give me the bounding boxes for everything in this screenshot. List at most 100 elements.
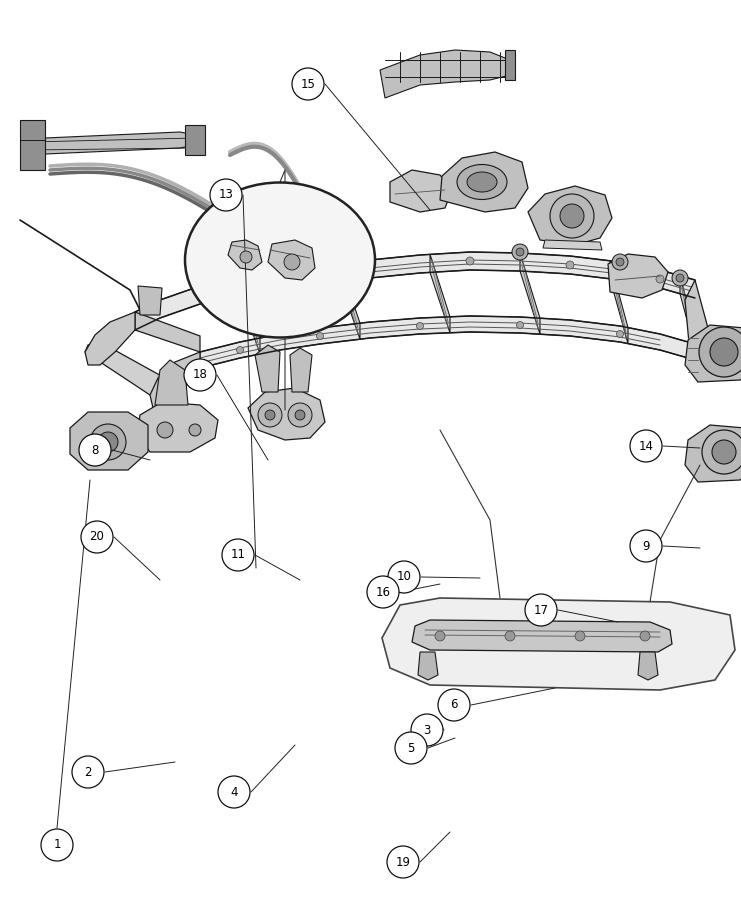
Polygon shape — [135, 312, 200, 352]
Circle shape — [184, 359, 216, 391]
Circle shape — [560, 204, 584, 228]
Circle shape — [617, 330, 623, 338]
Circle shape — [630, 530, 662, 562]
Circle shape — [438, 689, 470, 721]
Circle shape — [366, 265, 374, 273]
Polygon shape — [268, 240, 315, 280]
Polygon shape — [240, 278, 260, 354]
Circle shape — [710, 338, 738, 366]
Text: 17: 17 — [534, 604, 548, 617]
Circle shape — [210, 179, 242, 211]
Polygon shape — [528, 186, 612, 245]
Polygon shape — [382, 598, 735, 690]
Text: 16: 16 — [376, 586, 391, 598]
Text: 15: 15 — [301, 77, 316, 91]
Text: 20: 20 — [90, 530, 104, 544]
Circle shape — [292, 68, 324, 100]
Circle shape — [435, 631, 445, 641]
Text: 2: 2 — [84, 766, 92, 778]
Circle shape — [640, 631, 650, 641]
Circle shape — [616, 258, 624, 266]
Circle shape — [265, 410, 275, 420]
Text: 8: 8 — [91, 444, 99, 456]
Circle shape — [505, 631, 515, 641]
Polygon shape — [685, 325, 741, 382]
Circle shape — [516, 248, 524, 256]
Circle shape — [41, 829, 73, 861]
Polygon shape — [138, 286, 162, 315]
Polygon shape — [680, 275, 698, 362]
Circle shape — [284, 254, 300, 270]
Circle shape — [575, 631, 585, 641]
Circle shape — [90, 424, 126, 460]
Polygon shape — [520, 253, 540, 334]
Polygon shape — [185, 125, 205, 155]
Circle shape — [288, 403, 312, 427]
Text: 10: 10 — [396, 571, 411, 583]
Polygon shape — [228, 240, 262, 270]
Circle shape — [236, 346, 244, 354]
Polygon shape — [610, 261, 628, 344]
Polygon shape — [248, 388, 325, 440]
Circle shape — [72, 756, 104, 788]
Circle shape — [702, 430, 741, 474]
Polygon shape — [440, 152, 528, 212]
Circle shape — [258, 403, 282, 427]
Polygon shape — [430, 255, 450, 333]
Circle shape — [516, 321, 523, 328]
Polygon shape — [505, 50, 515, 80]
Circle shape — [222, 539, 254, 571]
Text: 9: 9 — [642, 539, 650, 553]
Ellipse shape — [185, 183, 375, 338]
Polygon shape — [380, 50, 510, 98]
Polygon shape — [155, 360, 188, 405]
Circle shape — [388, 561, 420, 593]
Polygon shape — [85, 342, 165, 395]
Polygon shape — [685, 425, 741, 482]
Circle shape — [699, 327, 741, 377]
Circle shape — [612, 254, 628, 270]
Text: 1: 1 — [53, 839, 61, 851]
Polygon shape — [20, 120, 45, 170]
Polygon shape — [290, 348, 312, 392]
Text: 11: 11 — [230, 548, 245, 562]
Polygon shape — [70, 412, 148, 470]
Circle shape — [295, 410, 305, 420]
Text: 19: 19 — [396, 856, 411, 868]
Circle shape — [712, 440, 736, 464]
Circle shape — [79, 434, 111, 466]
Text: 3: 3 — [423, 724, 431, 736]
Circle shape — [196, 291, 204, 299]
Text: 14: 14 — [639, 439, 654, 453]
Text: 4: 4 — [230, 786, 238, 798]
Circle shape — [676, 274, 684, 282]
Polygon shape — [255, 345, 280, 392]
Polygon shape — [638, 652, 658, 680]
Polygon shape — [543, 240, 602, 250]
Circle shape — [395, 732, 427, 764]
Circle shape — [466, 257, 474, 265]
Polygon shape — [30, 132, 195, 158]
Polygon shape — [685, 280, 720, 380]
Circle shape — [332, 242, 348, 258]
Circle shape — [672, 270, 688, 286]
Polygon shape — [418, 652, 438, 680]
Text: 13: 13 — [219, 188, 233, 202]
Polygon shape — [412, 620, 672, 652]
Circle shape — [367, 576, 399, 608]
Polygon shape — [135, 252, 695, 330]
Circle shape — [232, 252, 248, 268]
Circle shape — [656, 275, 664, 283]
Circle shape — [276, 277, 284, 285]
Circle shape — [218, 776, 250, 808]
Polygon shape — [85, 312, 135, 365]
Polygon shape — [137, 402, 218, 452]
Circle shape — [550, 194, 594, 238]
Circle shape — [411, 714, 443, 746]
Polygon shape — [608, 254, 668, 298]
Text: 18: 18 — [193, 368, 207, 382]
Polygon shape — [340, 264, 360, 339]
Circle shape — [566, 261, 574, 269]
Circle shape — [81, 521, 113, 553]
Circle shape — [236, 256, 244, 264]
